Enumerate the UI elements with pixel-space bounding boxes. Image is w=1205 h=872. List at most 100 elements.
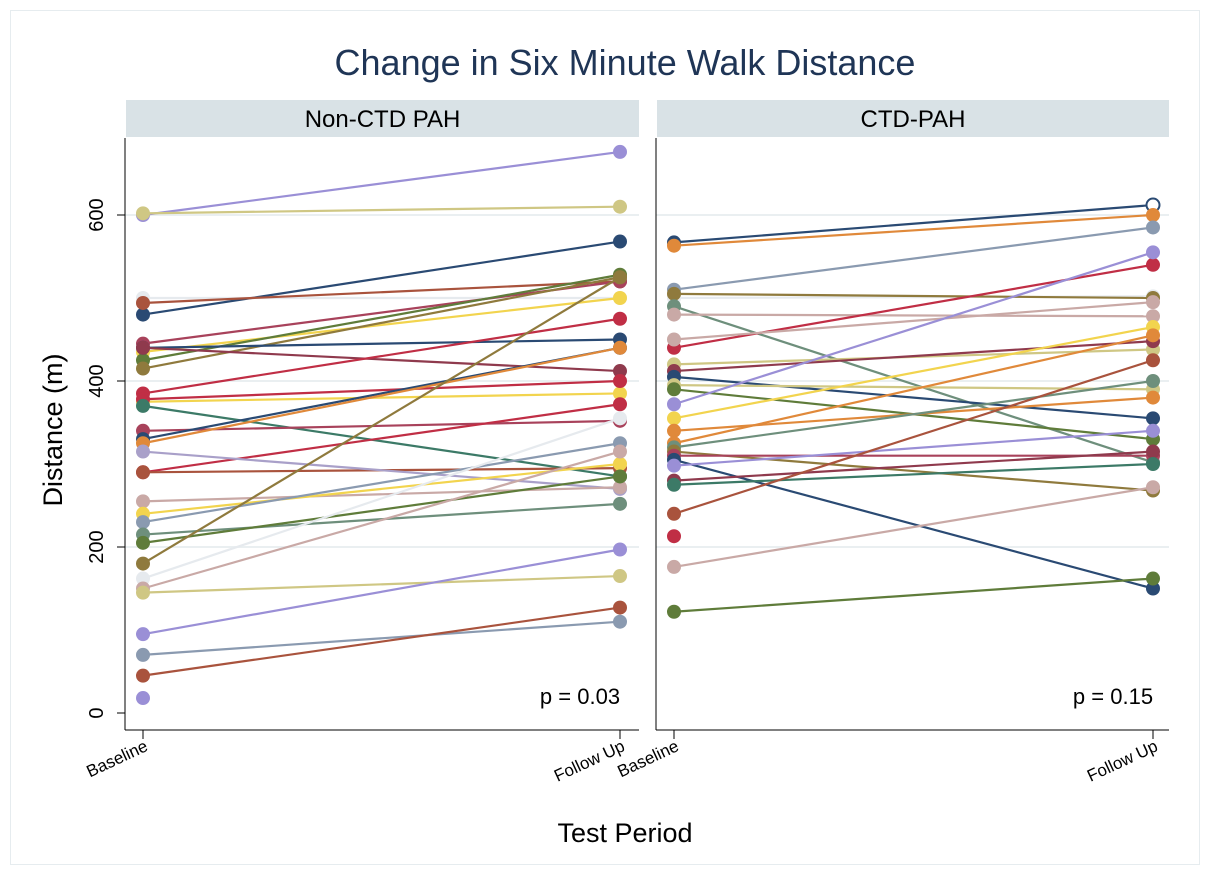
data-point-followup xyxy=(1146,353,1160,368)
series-segment xyxy=(142,450,621,490)
series-line xyxy=(667,444,1160,498)
series-line xyxy=(136,569,627,600)
series-line xyxy=(667,480,1160,574)
data-point-followup xyxy=(1146,220,1160,235)
series-segment xyxy=(673,226,1154,291)
series-segment xyxy=(673,486,1154,569)
data-point-followup xyxy=(1146,295,1160,310)
series-segment xyxy=(142,419,621,432)
series-segment xyxy=(673,340,1154,373)
panel-2: CTD-PAH Baseline Follow Up p = 0.15 xyxy=(615,100,1169,786)
data-point-baseline xyxy=(667,423,681,438)
data-point-followup xyxy=(613,364,627,379)
data-point-followup xyxy=(1146,309,1160,324)
data-point-baseline xyxy=(667,238,681,253)
data-point-baseline xyxy=(136,340,150,355)
x-tick-label: Baseline xyxy=(84,736,151,781)
series-segment xyxy=(142,280,621,305)
chart-frame xyxy=(10,10,1200,865)
data-point-baseline xyxy=(136,295,150,310)
data-point-baseline xyxy=(136,571,150,586)
series-line xyxy=(667,369,1160,426)
series-segment xyxy=(142,574,621,594)
data-point-baseline xyxy=(136,627,150,642)
data-point-baseline xyxy=(667,332,681,347)
series-line xyxy=(136,469,627,550)
data-point-followup xyxy=(613,411,627,426)
series-segment xyxy=(673,263,1154,349)
data-point-followup xyxy=(613,234,627,249)
y-tick-label: 600 xyxy=(86,198,108,231)
series-line xyxy=(667,245,1160,412)
series-segment xyxy=(673,313,1154,318)
panel-header xyxy=(657,100,1169,137)
series-line xyxy=(667,423,1160,473)
data-point-baseline xyxy=(667,458,681,473)
series-line xyxy=(136,411,627,586)
series-segment xyxy=(142,317,621,395)
series-segment xyxy=(673,301,1154,341)
series-segment xyxy=(673,384,1154,391)
data-point-followup xyxy=(613,340,627,355)
data-point-followup xyxy=(613,144,627,159)
series-line xyxy=(136,199,627,221)
data-point-followup xyxy=(613,270,627,285)
series-segment xyxy=(673,462,1154,486)
data-point-baseline xyxy=(136,444,150,459)
data-point-followup xyxy=(1146,444,1160,459)
data-point-followup xyxy=(1146,480,1160,495)
series-segment xyxy=(142,450,621,590)
series-line xyxy=(667,208,1160,253)
series-segment xyxy=(142,606,621,677)
series-segment xyxy=(673,375,1154,420)
data-point-followup xyxy=(1146,245,1160,260)
data-point-followup xyxy=(613,291,627,305)
data-point-baseline xyxy=(136,494,150,509)
data-point-baseline xyxy=(136,668,150,683)
series-line xyxy=(136,614,627,662)
series-segment xyxy=(673,292,1154,300)
data-point-baseline xyxy=(136,307,150,322)
series-segment xyxy=(673,251,1154,406)
series-line xyxy=(136,234,627,322)
p-value-annotation: p = 0.15 xyxy=(1073,684,1153,709)
data-point-baseline xyxy=(136,535,150,550)
data-point-baseline xyxy=(136,585,150,600)
series-line xyxy=(136,340,627,379)
y-tick-label: 200 xyxy=(86,530,108,563)
series-segment xyxy=(673,213,1154,247)
data-point-followup xyxy=(1146,581,1160,596)
series-segment xyxy=(673,458,1154,590)
series-segment xyxy=(142,486,621,503)
series-line xyxy=(136,480,627,509)
series-segment xyxy=(142,379,621,401)
data-point-followup xyxy=(1146,208,1160,222)
data-point-baseline xyxy=(667,411,681,426)
series-segment xyxy=(673,359,1154,515)
data-point-followup xyxy=(613,614,627,629)
series-segment xyxy=(673,450,1154,492)
data-point-baseline xyxy=(136,398,150,413)
data-point-baseline xyxy=(136,647,150,662)
series-line xyxy=(667,529,681,544)
chart-title: Change in Six Minute Walk Distance xyxy=(335,42,916,83)
data-point-followup xyxy=(613,311,627,326)
data-point-followup xyxy=(613,569,627,584)
series-line xyxy=(667,457,1160,492)
series-line xyxy=(136,691,150,706)
series-segment xyxy=(142,462,621,515)
series-segment xyxy=(142,475,621,544)
data-point-baseline xyxy=(667,604,681,619)
series-segment xyxy=(142,338,621,349)
data-point-followup xyxy=(1146,374,1160,388)
data-point-followup xyxy=(613,600,627,615)
series-segment xyxy=(673,577,1154,613)
series-line xyxy=(667,295,1160,347)
series-segment xyxy=(142,442,621,524)
series-segment xyxy=(142,346,621,445)
x-tick-label: Follow Up xyxy=(1084,736,1161,785)
data-point-followup xyxy=(1146,571,1160,586)
data-point-baseline xyxy=(667,286,681,301)
